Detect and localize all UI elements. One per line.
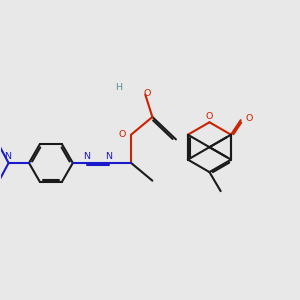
Text: O: O <box>119 130 126 139</box>
Text: N: N <box>83 152 91 161</box>
Text: O: O <box>246 114 253 123</box>
Text: N: N <box>4 152 11 161</box>
Text: N: N <box>106 152 112 161</box>
Text: O: O <box>205 112 213 121</box>
Text: O: O <box>143 89 150 98</box>
Text: H: H <box>116 83 122 92</box>
